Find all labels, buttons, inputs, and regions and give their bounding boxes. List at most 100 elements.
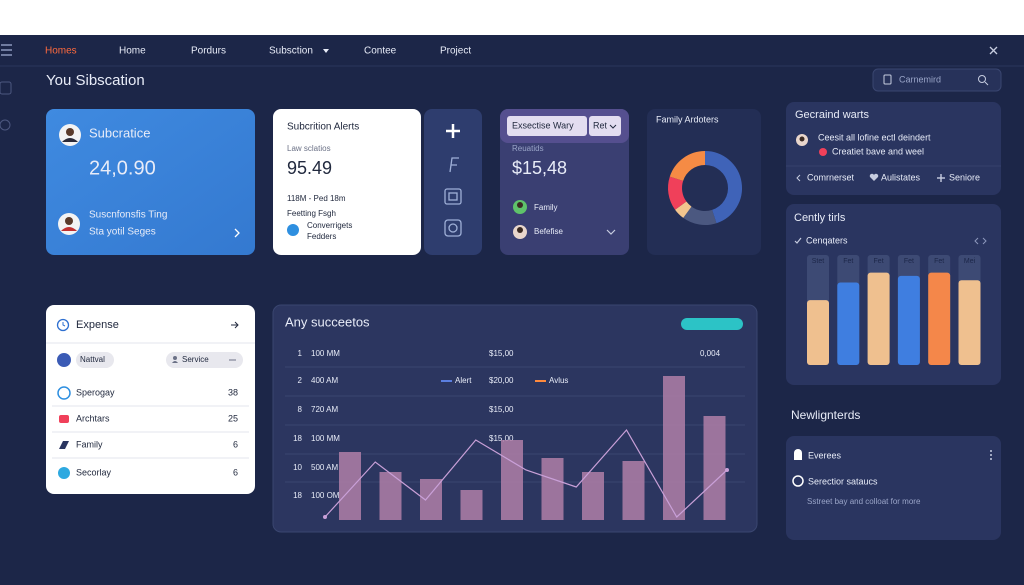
bar: [420, 479, 442, 520]
icon-shape: [799, 136, 805, 142]
filter-label: Nattval: [80, 355, 105, 364]
news-note: Sstreet bay and colloat for more: [807, 497, 921, 506]
nav-item[interactable]: Pordurs: [191, 46, 226, 57]
card-text: Feetting Fsgh: [287, 209, 336, 218]
panel-title: Cently tirls: [794, 212, 846, 224]
icon-shape: [0, 0, 1024, 35]
row-amount: $20,00: [489, 376, 514, 385]
row-index: 2: [298, 376, 303, 385]
bar: [703, 416, 726, 520]
panel-title: Gecraind warts: [795, 109, 869, 121]
row-value: 25: [228, 413, 238, 423]
icon-shape: [61, 227, 77, 231]
icon-shape: [869, 173, 879, 181]
bar: [897, 275, 920, 365]
icon-shape: [990, 454, 992, 456]
card-label: Law sclatios: [287, 144, 331, 153]
icon-shape: [172, 361, 178, 363]
row-time: 100 MM: [311, 349, 340, 358]
bar: [663, 376, 685, 520]
action-strip: [424, 109, 482, 255]
bar: [339, 452, 361, 520]
row-name: Family: [76, 439, 103, 449]
action[interactable]: Comrnerset: [807, 172, 855, 182]
bar: [958, 280, 981, 365]
bar: [379, 472, 402, 520]
section-title: Newlignterds: [791, 408, 860, 422]
alert-item: Creatiet bave and weel: [832, 146, 924, 156]
row-index: 18: [293, 434, 302, 443]
icon-shape: [0, 119, 11, 131]
news-card: [786, 436, 1001, 540]
icon-shape: [517, 202, 523, 208]
news-item: Everees: [808, 450, 842, 460]
card-text: Sta yotil Seges: [89, 227, 156, 238]
row-name: Sperogay: [76, 387, 115, 397]
page-title: You Sibscation: [46, 72, 145, 89]
action[interactable]: Aulistates: [881, 172, 921, 182]
row-amount: $15,00: [489, 434, 514, 443]
card-title: Subcratice: [89, 125, 150, 140]
progress-pill: [681, 318, 743, 330]
icon-shape: [794, 449, 802, 460]
group: [1, 44, 12, 56]
legend-label: Alert: [455, 376, 472, 385]
icon-shape: [990, 458, 992, 460]
bar-label: Fet: [904, 258, 914, 265]
icon-shape: [978, 75, 986, 83]
nav-item[interactable]: Subsction: [269, 46, 313, 57]
add-button[interactable]: [446, 124, 460, 138]
icon-shape: [234, 228, 240, 238]
group: [937, 174, 945, 182]
close-button[interactable]: [989, 46, 998, 55]
card-text: Converrigets: [307, 221, 352, 230]
nav-item[interactable]: Contee: [364, 46, 397, 57]
line-point: [323, 515, 327, 519]
icon-shape: [444, 188, 462, 205]
bar: [541, 458, 564, 520]
icon-shape: [606, 229, 616, 235]
nav-item[interactable]: Project: [440, 46, 471, 57]
group: [668, 151, 742, 225]
row-time: 400 AM: [311, 376, 338, 385]
icon-shape: [448, 192, 458, 201]
bar: [807, 300, 829, 365]
icon-shape: [444, 219, 462, 237]
filter-pill[interactable]: [166, 352, 243, 368]
card-value: 24,0.90: [89, 157, 156, 179]
group: 1 100 MM $15,00 0,004 2 400 AM $20,00 8 720 AM $1…: [285, 349, 745, 520]
icon-shape: [883, 74, 892, 85]
nav-item[interactable]: Home: [119, 46, 146, 57]
icon-shape: [59, 441, 69, 449]
icon-shape: [792, 475, 804, 487]
icon-shape: [57, 353, 71, 367]
icon-shape: [62, 138, 78, 142]
bar: [928, 272, 951, 365]
filter-label[interactable]: Cenqaters: [806, 235, 848, 245]
line-point: [725, 468, 729, 472]
icon-shape: [609, 124, 617, 129]
card-text: 118M - Ped 18m: [287, 194, 346, 203]
news-item: Serectior sataucs: [808, 476, 878, 486]
filter[interactable]: [589, 116, 621, 136]
icon-shape: [989, 46, 998, 55]
icon-shape: [62, 322, 66, 327]
group: Sperogay 38 Archtars 25 Family 6 Secorlay 6: [52, 387, 249, 477]
nav-item[interactable]: Homes: [45, 46, 77, 57]
person: Befefise: [534, 227, 563, 236]
expense-card: [46, 305, 255, 494]
bar: [582, 472, 604, 520]
filter-pill[interactable]: [76, 352, 114, 368]
row-time: 100 MM: [311, 434, 340, 443]
action[interactable]: Seniore: [949, 172, 980, 182]
legend-label: Avlus: [549, 376, 568, 385]
trend-line: [324, 428, 728, 518]
row-index: 18: [293, 491, 302, 500]
donut-segment: [668, 176, 687, 210]
bar: [501, 440, 523, 520]
row-index: 8: [298, 405, 303, 414]
row-name: Archtars: [76, 413, 110, 423]
icon-shape: [323, 49, 329, 53]
select[interactable]: [507, 116, 587, 136]
search-box[interactable]: [872, 68, 1002, 92]
